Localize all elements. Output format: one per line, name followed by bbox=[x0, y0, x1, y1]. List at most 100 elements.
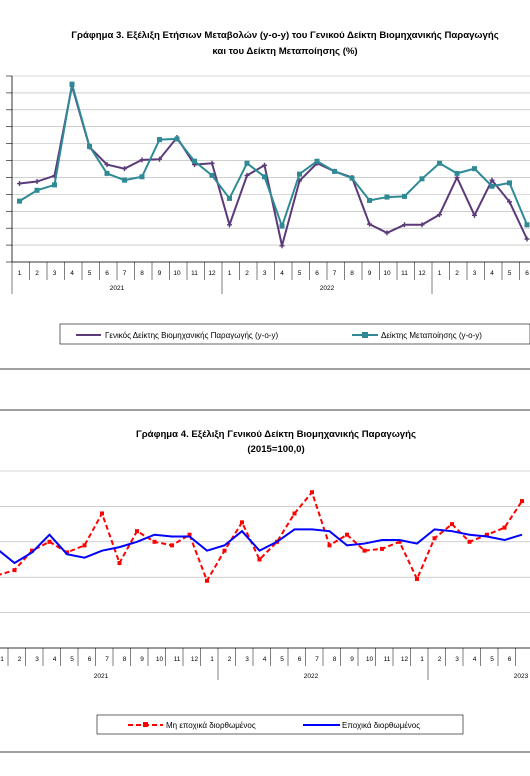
chart-3-x-axis: 1 2 3 4 5 6 7 8 9 10 11 12 1 2 3 4 5 6 7 8 9 10 11 12 1 2 3 4 5 62021… bbox=[11, 76, 530, 294]
data-point bbox=[485, 532, 489, 537]
data-point bbox=[380, 546, 384, 551]
x-tick-label: 6 bbox=[315, 270, 319, 277]
chart-4-index-level: Γράφημα 4. Εξέλιξη Γενικού Δείκτη Βιομηχ… bbox=[0, 409, 530, 753]
data-point bbox=[157, 137, 162, 143]
x-tick-label: 9 bbox=[350, 656, 354, 663]
x-tick-label: 9 bbox=[368, 270, 372, 277]
x-tick-label: 8 bbox=[350, 270, 354, 277]
data-point bbox=[104, 162, 110, 168]
data-point bbox=[12, 568, 17, 573]
chart-3-legend-box bbox=[59, 323, 530, 345]
x-tick-label: 12 bbox=[401, 656, 409, 663]
data-point bbox=[367, 197, 372, 203]
data-point bbox=[209, 172, 215, 178]
data-point bbox=[415, 576, 419, 581]
data-point bbox=[292, 511, 297, 516]
x-tick-label: 10 bbox=[366, 656, 374, 663]
x-tick-label: 1 bbox=[228, 270, 232, 277]
x-tick-label: 2 bbox=[18, 656, 22, 663]
x-tick-label: 4 bbox=[490, 270, 494, 277]
data-point bbox=[489, 183, 495, 189]
x-tick-label: 2 bbox=[455, 270, 459, 277]
data-point bbox=[454, 170, 460, 176]
chart-4-legend-label-sa: Εποχικά διορθωμένος bbox=[342, 721, 420, 730]
x-tick-label: 12 bbox=[208, 270, 216, 277]
data-point bbox=[244, 172, 250, 178]
data-point bbox=[419, 176, 425, 182]
x-tick-label: 5 bbox=[490, 656, 494, 663]
x-tick-label: 4 bbox=[473, 656, 477, 663]
data-point bbox=[362, 548, 367, 553]
chart-3-title-line1: Γράφημα 3. Εξέλιξη Ετήσιων Μεταβολών (y-… bbox=[71, 30, 498, 41]
data-point bbox=[349, 175, 355, 181]
x-tick-label: 11 bbox=[191, 270, 198, 277]
data-point bbox=[432, 536, 437, 541]
x-tick-label: 4 bbox=[280, 270, 284, 277]
x-tick-label: 8 bbox=[333, 656, 337, 663]
x-tick-label: 5 bbox=[88, 270, 92, 277]
data-point bbox=[30, 548, 34, 553]
chart-3-series bbox=[17, 81, 530, 249]
data-point bbox=[135, 529, 139, 534]
x-tick-label: 5 bbox=[508, 270, 512, 277]
chart-4-legend-marker-nsa bbox=[143, 722, 148, 727]
data-point bbox=[332, 168, 337, 174]
x-tick-label: 9 bbox=[158, 270, 162, 277]
data-point bbox=[419, 222, 425, 228]
data-point bbox=[279, 243, 285, 249]
data-point bbox=[192, 158, 197, 164]
series-line-seasonal bbox=[0, 528, 523, 565]
data-point bbox=[139, 174, 145, 180]
data-point bbox=[502, 525, 507, 530]
data-point bbox=[244, 160, 250, 166]
x-tick-label: 10 bbox=[156, 656, 164, 663]
data-point bbox=[262, 174, 267, 180]
data-point bbox=[117, 561, 122, 566]
x-tick-label: 11 bbox=[384, 656, 391, 663]
x-tick-label: 2 bbox=[438, 656, 442, 663]
data-point bbox=[384, 194, 390, 200]
data-point bbox=[437, 160, 442, 166]
year-label: 2021 bbox=[110, 285, 125, 292]
chart-4-title-line1: Γράφημα 4. Εξέλιξη Γενικού Δείκτη Βιομηχ… bbox=[136, 429, 416, 440]
data-point bbox=[472, 212, 477, 218]
x-tick-label: 1 bbox=[420, 656, 424, 663]
data-point bbox=[139, 157, 145, 163]
x-tick-label: 7 bbox=[333, 270, 337, 277]
data-point bbox=[524, 236, 530, 242]
data-point bbox=[170, 543, 174, 548]
chart-3-legend-label-general: Γενικός Δείκτης Βιομηχανικής Παραγωγής (… bbox=[105, 331, 278, 340]
data-point bbox=[240, 520, 244, 525]
x-tick-label: 12 bbox=[418, 270, 426, 277]
data-point bbox=[397, 539, 402, 544]
data-point bbox=[257, 557, 262, 562]
x-tick-label: 2 bbox=[35, 270, 39, 277]
chart-4-legend-label-nsa: Μη εποχικά διορθωμένος bbox=[166, 721, 256, 730]
x-tick-label: 3 bbox=[263, 270, 267, 277]
x-tick-label: 8 bbox=[123, 656, 127, 663]
x-tick-label: 11 bbox=[174, 656, 181, 663]
data-point bbox=[52, 182, 57, 188]
x-tick-label: 3 bbox=[53, 270, 57, 277]
chart-3-title-line2: και του Δείκτη Μεταποίησης (%) bbox=[212, 46, 357, 57]
data-point bbox=[227, 195, 232, 201]
data-point bbox=[367, 221, 372, 227]
data-point bbox=[279, 223, 285, 229]
data-point bbox=[104, 170, 110, 176]
x-tick-label: 6 bbox=[105, 270, 109, 277]
data-point bbox=[17, 181, 22, 187]
x-tick-label: 4 bbox=[263, 656, 267, 663]
chart-3-legend-label-manufacturing: Δείκτης Μεταποίησης (y-o-y) bbox=[381, 331, 482, 340]
x-tick-label: 1 bbox=[18, 270, 22, 277]
data-point bbox=[174, 136, 180, 142]
x-tick-label: 6 bbox=[298, 656, 302, 663]
x-tick-label: 5 bbox=[280, 656, 284, 663]
data-point bbox=[122, 177, 127, 183]
chart-3-annual-change: Γράφημα 3. Εξέλιξη Ετήσιων Μεταβολών (y-… bbox=[0, 30, 530, 370]
x-tick-label: 5 bbox=[298, 270, 302, 277]
x-tick-label: 5 bbox=[70, 656, 74, 663]
x-tick-label: 3 bbox=[473, 270, 477, 277]
data-point bbox=[187, 532, 192, 537]
chart-4-gridlines bbox=[0, 470, 530, 649]
x-tick-label: 11 bbox=[401, 270, 408, 277]
